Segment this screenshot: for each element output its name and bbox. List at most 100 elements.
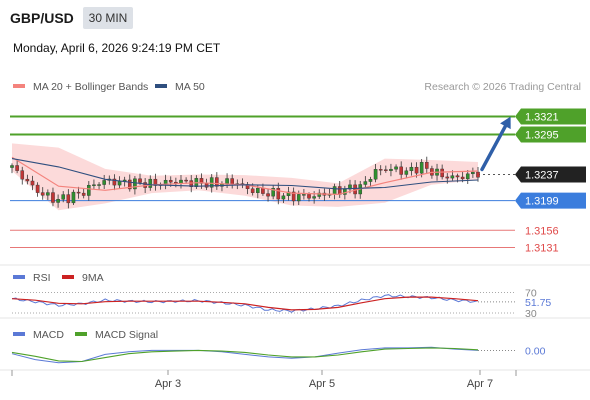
candle-body xyxy=(414,166,419,174)
support-level-label: 1.3131 xyxy=(525,243,559,255)
candle-body xyxy=(332,186,337,195)
rsi-ma9-line xyxy=(11,296,479,311)
candle-body xyxy=(266,193,270,197)
macd-signal-legend-label: MACD Signal xyxy=(95,329,158,341)
candle-body xyxy=(117,180,122,186)
candle-body xyxy=(92,184,96,186)
candle-body xyxy=(460,176,465,180)
candle-body xyxy=(424,162,429,169)
resistance-level-tag xyxy=(515,126,586,143)
ma20-legend-label: MA 20 + Bollinger Bands xyxy=(33,81,148,93)
ma50-legend-swatch xyxy=(155,84,167,88)
candle-body xyxy=(133,178,137,190)
candle-body xyxy=(409,166,414,172)
resistance-level-label: 1.3321 xyxy=(525,112,559,124)
candle-body xyxy=(148,178,153,188)
rsi-level-label: 30 xyxy=(525,308,537,320)
candle-body xyxy=(30,180,35,186)
macd-signal-legend-swatch xyxy=(75,332,87,336)
candle-body xyxy=(455,175,460,178)
candle-body xyxy=(153,178,158,186)
candle-body xyxy=(46,192,50,196)
candle-body xyxy=(394,166,398,170)
candle-body xyxy=(378,169,383,171)
candle-body xyxy=(373,169,378,180)
resistance-level-label: 1.3295 xyxy=(525,129,559,141)
candle-body xyxy=(291,191,296,202)
rsi-level-label: 70 xyxy=(525,288,537,300)
candle-body xyxy=(225,178,229,184)
candle-body xyxy=(184,179,188,182)
candle-body xyxy=(66,194,71,204)
candle-body xyxy=(168,179,173,183)
candle-body xyxy=(317,192,322,197)
candle-body xyxy=(87,184,91,196)
candle-body xyxy=(204,183,209,188)
rsi-legend-swatch xyxy=(13,275,25,279)
macd-panel: MACD MACD Signal 0.00 xyxy=(11,329,546,364)
candle-body xyxy=(127,179,132,190)
candle-body xyxy=(343,188,347,195)
candle-body xyxy=(138,178,142,183)
support-level-label: 1.3156 xyxy=(525,225,559,237)
price-panel: 1.3321 1.3295 1.3237 1.3199 1.3156 1.3131 xyxy=(10,108,586,255)
candle-body xyxy=(81,192,86,196)
symbol-title: GBP/USD xyxy=(10,10,74,26)
candle-body xyxy=(445,176,450,179)
candle-body xyxy=(302,194,306,196)
candle-body xyxy=(312,196,316,199)
pivot-level-label: 1.3199 xyxy=(525,196,559,208)
macd-current-label: 0.00 xyxy=(525,345,546,357)
candle-body xyxy=(476,171,480,178)
macd-legend-label: MACD xyxy=(33,329,64,341)
forecast-arrow-head xyxy=(500,116,511,130)
rsi-current-label: 51.75 xyxy=(525,297,551,309)
candle-body xyxy=(307,194,311,199)
resistance-level-tag xyxy=(515,108,586,125)
candle-body xyxy=(25,178,30,182)
candle-body xyxy=(440,168,444,178)
candle-body xyxy=(276,188,281,200)
candle-body xyxy=(76,191,81,194)
candle-body xyxy=(399,166,403,175)
rsi-legend-label: RSI xyxy=(33,272,51,284)
x-tick-label: Apr 3 xyxy=(155,378,181,390)
candle-body xyxy=(368,179,373,182)
candle-body xyxy=(404,170,409,175)
candle-body xyxy=(15,165,19,171)
x-tick-label: Apr 7 xyxy=(467,378,493,390)
ma9-legend-label: 9MA xyxy=(82,272,104,284)
candle-body xyxy=(450,175,455,179)
candle-body xyxy=(215,177,219,187)
candle-body xyxy=(97,184,101,186)
credit-label: Research © 2026 Trading Central xyxy=(424,81,581,93)
candle-body xyxy=(296,194,301,202)
candle-body xyxy=(20,170,25,180)
macd-signal-line xyxy=(11,347,479,363)
candle-body xyxy=(40,192,45,196)
candle-body xyxy=(465,173,470,180)
candle-body xyxy=(230,178,234,185)
pivot-level-tag xyxy=(515,192,586,209)
candle-body xyxy=(112,178,117,186)
candle-body xyxy=(384,169,388,171)
x-tick-label: Apr 5 xyxy=(309,378,335,390)
ma50-line xyxy=(11,158,479,190)
last-level-label: 1.3237 xyxy=(525,169,559,181)
candle-body xyxy=(61,194,66,200)
forecast-arrow xyxy=(480,124,508,172)
candle-body xyxy=(209,177,214,188)
candle-body xyxy=(35,184,40,193)
candle-body xyxy=(419,162,424,174)
ma20-legend-swatch xyxy=(13,84,25,88)
last-level-tag xyxy=(515,166,586,183)
candle-body xyxy=(271,188,275,197)
candle-body xyxy=(471,171,475,175)
macd-line xyxy=(11,346,479,364)
timeframe-button[interactable]: 30 MIN xyxy=(83,7,133,29)
datetime-label: Monday, April 6, 2026 9:24:19 PM CET xyxy=(13,41,221,55)
candle-body xyxy=(51,192,55,203)
